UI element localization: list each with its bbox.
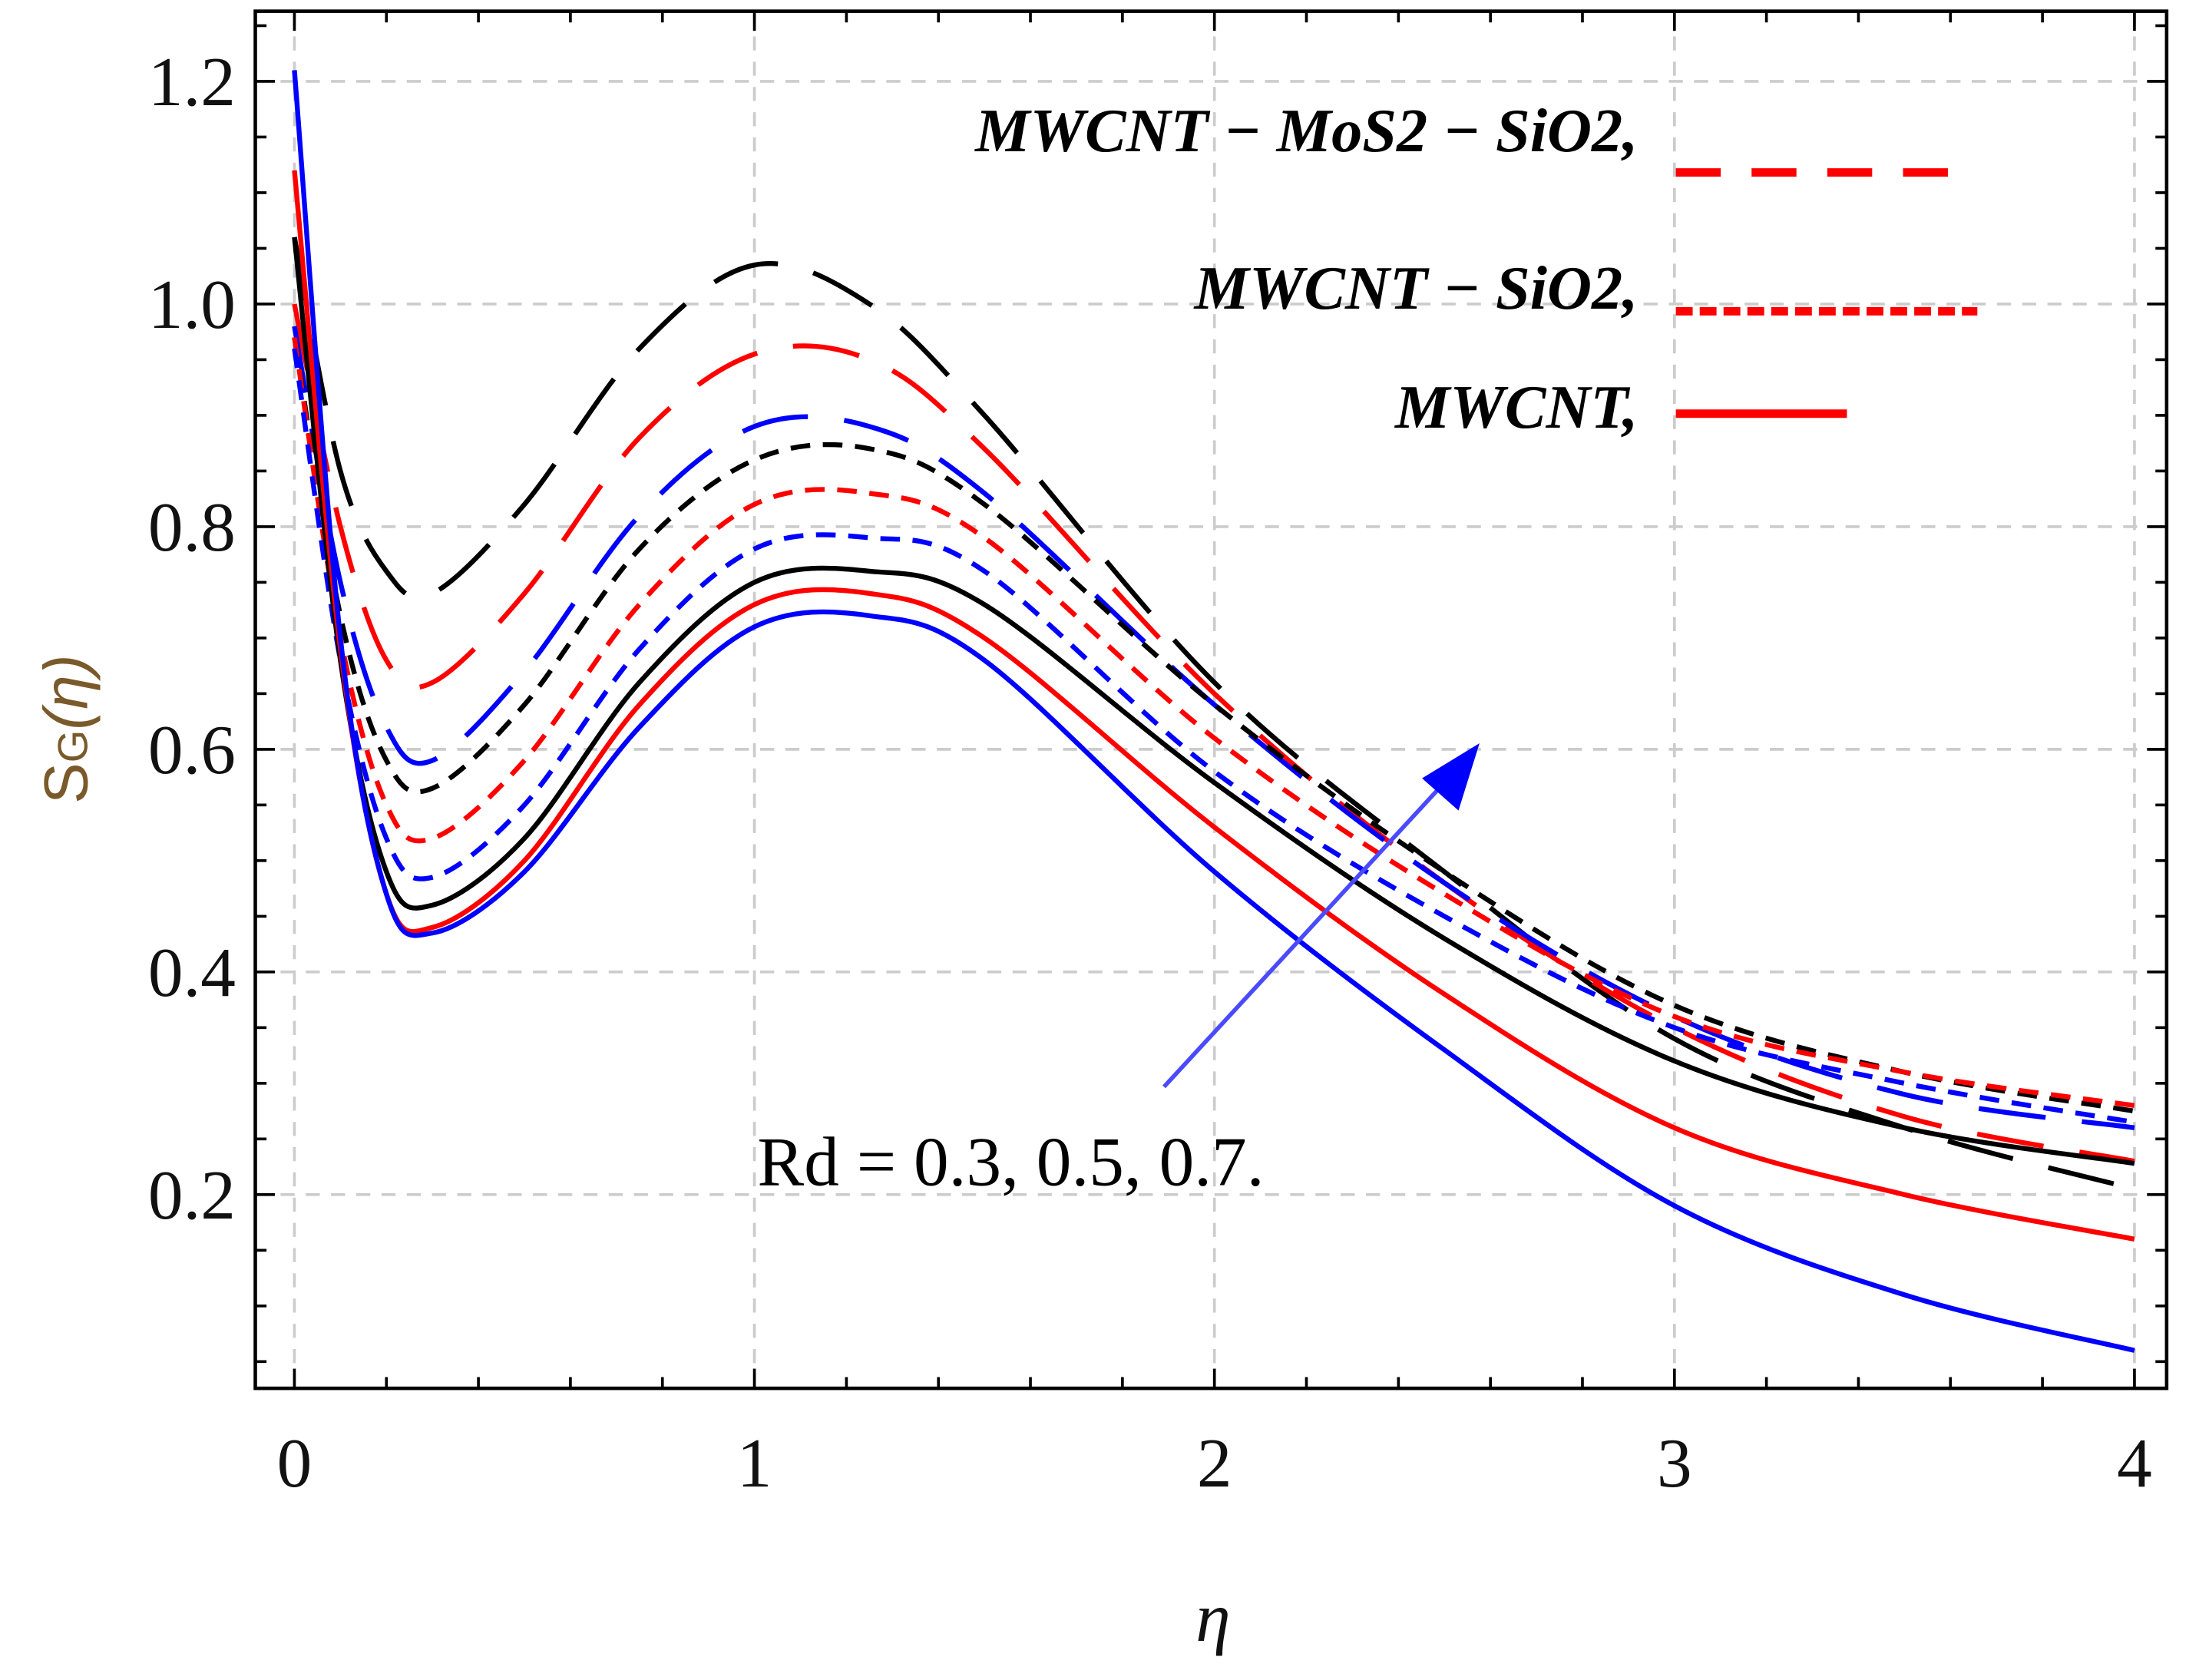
y-axis-title: SG(η) — [31, 655, 101, 804]
series-group — [292, 70, 2135, 1353]
plot-frame — [253, 9, 2169, 1391]
axes — [253, 9, 2169, 1391]
series-line-shortdash-ff0000 — [292, 336, 2135, 1109]
series-line-solid-000000 — [292, 236, 2135, 1166]
annotation-arrow-line — [1162, 781, 1447, 1089]
legend: MWCNT − MoS2 − SiO2, MWCNT − SiO2, MWCNT, — [974, 97, 1978, 441]
series-line-shortdash-000000 — [292, 336, 2135, 1114]
svg-text:SG(η): SG(η) — [31, 655, 101, 804]
y-tick-label: 0.6 — [148, 711, 236, 789]
y-axis-title-sub: G — [48, 730, 96, 763]
series-line-longdash-000000 — [292, 236, 2135, 1192]
grid — [255, 11, 2167, 1389]
y-axis-title-main: S — [31, 762, 101, 804]
x-tick-label: 2 — [1197, 1424, 1232, 1502]
y-tick-label: 0.2 — [148, 1156, 236, 1234]
x-tick-label: 3 — [1657, 1424, 1692, 1502]
x-tick-label: 0 — [277, 1424, 312, 1502]
annotation: Rd = 0.3, 0.5, 0.7. — [757, 742, 1480, 1200]
x-axis-title: η — [1195, 1579, 1230, 1656]
legend-label: MWCNT − MoS2 − SiO2, — [974, 97, 1638, 165]
y-tick-label: 0.8 — [148, 488, 236, 566]
legend-label: MWCNT − SiO2, — [1193, 254, 1639, 322]
series-line-solid-0000ff — [292, 70, 2135, 1353]
legend-label: MWCNT, — [1394, 373, 1638, 441]
annotation-text: Rd = 0.3, 0.5, 0.7. — [757, 1123, 1264, 1200]
y-tick-label: 1.2 — [148, 43, 236, 121]
annotation-arrow-head — [1422, 742, 1480, 811]
y-tick-label: 1.0 — [148, 266, 236, 343]
series-line-shortdash-0000ff — [292, 348, 2135, 1125]
x-tick-label: 4 — [2117, 1424, 2152, 1502]
series-line-longdash-0000ff — [292, 326, 2135, 1131]
series-line-longdash-ff0000 — [292, 303, 2135, 1164]
y-tick-label: 0.4 — [148, 934, 236, 1011]
tick-labels: 0 1 2 3 4 0.2 0.4 0.6 0.8 1.0 1.2 — [148, 43, 2152, 1502]
y-axis-title-arg: (η) — [31, 655, 101, 730]
x-tick-label: 1 — [737, 1424, 772, 1502]
